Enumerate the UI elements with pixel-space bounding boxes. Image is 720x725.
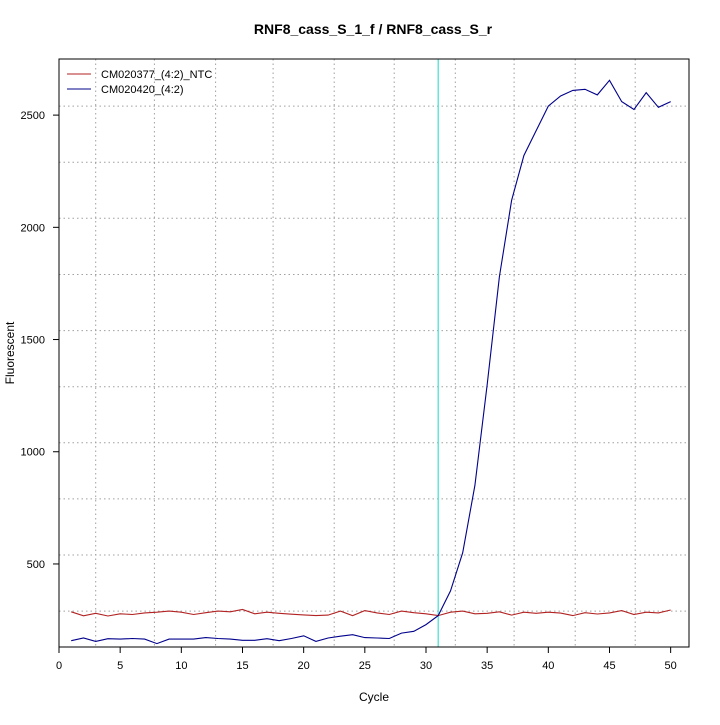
x-tick-label: 30 — [420, 660, 432, 672]
y-tick-label: 1500 — [21, 335, 45, 347]
y-tick-label: 2000 — [21, 222, 45, 234]
x-tick-label: 10 — [175, 660, 187, 672]
x-axis: 0 5 10 15 20 25 30 35 40 45 50 — [56, 646, 677, 672]
series-lines — [71, 79, 671, 645]
grid-lines — [59, 59, 689, 647]
legend: CM020377_(4:2)_NTC CM020420_(4:2) — [67, 69, 212, 96]
y-axis: 500 1000 1500 2000 2500 — [21, 110, 60, 571]
x-tick-label: 5 — [117, 660, 123, 672]
y-tick-label: 1000 — [21, 447, 45, 459]
x-axis-label: Cycle — [359, 690, 389, 704]
x-tick-label: 45 — [603, 660, 615, 672]
chart-title: RNF8_cass_S_1_f / RNF8_cass_S_r — [254, 21, 493, 37]
plot-frame — [58, 58, 690, 648]
series-line-1 — [71, 608, 671, 617]
x-tick-label: 40 — [542, 660, 554, 672]
x-tick-label: 50 — [665, 660, 677, 672]
y-tick-label: 2500 — [21, 110, 45, 122]
x-tick-label: 20 — [298, 660, 310, 672]
x-tick-label: 0 — [56, 660, 62, 672]
x-tick-label: 25 — [359, 660, 371, 672]
y-tick-label: 500 — [27, 559, 45, 571]
x-tick-label: 15 — [236, 660, 248, 672]
legend-label-1: CM020377_(4:2)_NTC — [101, 69, 212, 81]
x-tick-label: 35 — [481, 660, 493, 672]
series-line-2 — [71, 79, 671, 645]
legend-label-2: CM020420_(4:2) — [101, 84, 184, 96]
y-axis-label: Fluorescent — [3, 321, 17, 384]
